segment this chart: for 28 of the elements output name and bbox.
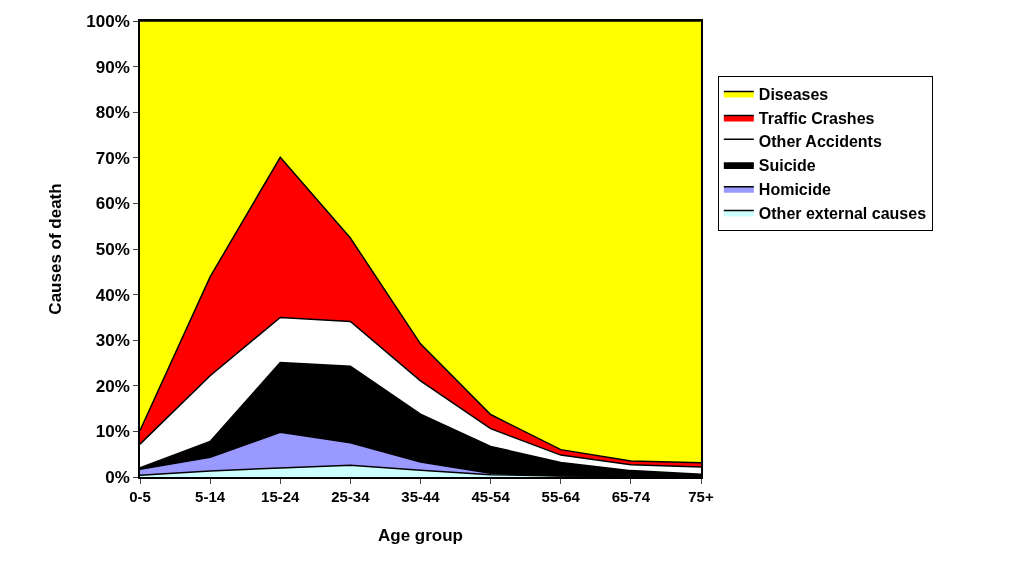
y-tick-label: 40% [95, 285, 130, 305]
x-tick-label: 25-34 [331, 487, 371, 505]
legend-label: Other Accidents [758, 133, 882, 151]
legend-label: Traffic Crashes [758, 109, 875, 127]
x-tick-label: 45-54 [471, 487, 511, 505]
x-tick-label: 65-74 [611, 487, 651, 505]
legend-label: Other external causes [758, 204, 927, 222]
y-tick-label: 70% [95, 148, 130, 168]
y-tick-label: 20% [95, 376, 130, 396]
legend-label: Diseases [758, 85, 829, 103]
x-tick-label: 55-64 [541, 487, 581, 505]
x-tick-label: 0-5 [129, 487, 151, 505]
x-tick-label: 5-14 [195, 487, 226, 505]
x-tick-label: 35-44 [401, 487, 441, 505]
y-tick-label: 100% [86, 11, 130, 31]
x-tick-label: 75+ [688, 487, 714, 505]
y-tick-label: 90% [95, 57, 130, 77]
y-tick-label: 50% [95, 239, 130, 259]
y-tick-label: 10% [95, 422, 130, 442]
legend-label: Suicide [758, 157, 816, 175]
legend-label: Homicide [758, 181, 831, 199]
x-axis-title: Age group [378, 525, 463, 545]
y-axis-title: Causes of death [46, 183, 66, 315]
y-tick-label: 80% [95, 103, 130, 123]
y-tick-label: 30% [95, 331, 130, 351]
x-tick-label: 15-24 [261, 487, 301, 505]
y-tick-label: 0% [105, 467, 130, 487]
y-tick-label: 60% [95, 194, 130, 214]
